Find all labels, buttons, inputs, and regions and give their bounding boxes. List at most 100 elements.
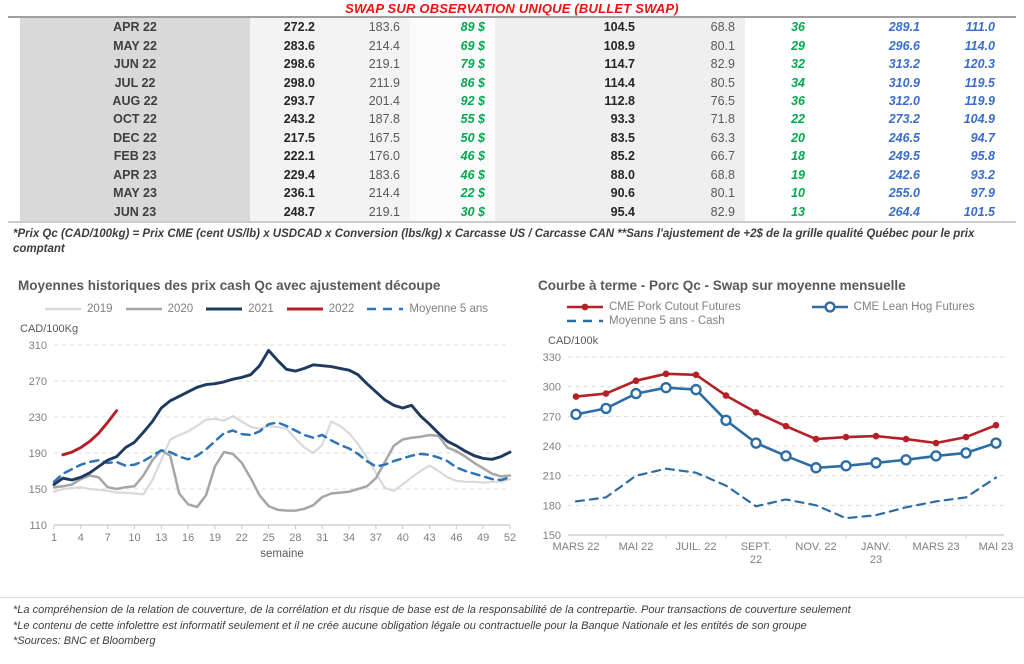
svg-text:330: 330 xyxy=(543,352,561,364)
value-cell: 255.0 xyxy=(888,186,920,201)
value-cell: 114.0 xyxy=(964,38,995,53)
weekly-line-chart: 110 150 190 230 270 310 1 4 7 10 13 16 19 22 25 28 31 34 3… xyxy=(29,340,516,560)
svg-text:NOV. 22: NOV. 22 xyxy=(795,541,836,553)
value-cell: 104.5 xyxy=(495,18,645,37)
value-cell: 82.9 xyxy=(645,202,745,221)
value-cell: 104.9 xyxy=(963,112,995,127)
svg-text:MAI 23: MAI 23 xyxy=(979,541,1014,553)
line-swatch xyxy=(125,307,162,311)
svg-text:10: 10 xyxy=(128,532,140,544)
value-cell: 82.9 xyxy=(645,54,745,74)
value-cell: 264.4 xyxy=(888,204,920,219)
svg-text:25: 25 xyxy=(262,532,274,544)
chart-forward-curve: Courbe à terme - Porc Qc - Swap sur moye… xyxy=(532,278,1020,586)
table-row: AUG 22 293.7 201.4 92 $112.8 76.5 36 312.0 119.… xyxy=(20,91,1005,111)
svg-text:150: 150 xyxy=(543,530,561,542)
value-cell: 94.7 xyxy=(970,130,995,145)
svg-text:19: 19 xyxy=(209,532,221,544)
table-row: OCT 22 243.2 187.8 55 $93.3 71.8 22 273.2 104.9 xyxy=(20,110,1005,129)
value-cell: 55 $ xyxy=(410,110,495,129)
svg-text:7: 7 xyxy=(105,532,111,544)
month-cell: JUN 23 xyxy=(20,202,250,221)
legend-label: CME Pork Cutout Futures xyxy=(609,301,741,313)
value-cell: 71.8 xyxy=(645,110,745,129)
month-cell: FEB 23 xyxy=(20,147,250,166)
table-row: JUN 23 248.7 219.1 30 $95.4 82.9 13 264.4 101.5 xyxy=(20,202,1005,221)
chart-title: Moyennes historiques des prix cash Qc av… xyxy=(18,278,441,293)
value-cell: 30 $ xyxy=(410,202,495,221)
line-swatch xyxy=(286,307,323,311)
svg-text:semaine: semaine xyxy=(260,548,303,560)
value-cell: 183.6 xyxy=(325,165,410,184)
footnote-hedging: *La compréhension de la relation de couv… xyxy=(13,604,851,616)
value-cell: 273.2 xyxy=(888,112,920,127)
line-swatch xyxy=(44,307,81,311)
chart-legend: 2019 2020 2021 2022 Moyenne 5 ans xyxy=(12,303,520,315)
value-cell: 10 xyxy=(791,186,805,201)
svg-text:49: 49 xyxy=(477,532,489,544)
svg-text:1: 1 xyxy=(51,532,57,544)
value-cell: 236.1 xyxy=(250,183,325,203)
dashed-line-swatch xyxy=(567,319,603,323)
svg-text:23: 23 xyxy=(870,554,882,566)
table-row: FEB 23 222.1 176.0 46 $85.2 66.7 18 249.5 95.8 xyxy=(20,147,1005,166)
y-axis-label: CAD/100k xyxy=(548,335,599,347)
value-cell: 312.0 xyxy=(888,93,920,108)
table-row: MAY 23 236.1 214.4 22 $90.6 80.1 10 255.0 97.9 xyxy=(20,183,1005,203)
value-cell: 222.1 xyxy=(250,147,325,166)
monthly-line-chart: 150 180 210 240 270 300 330 MARS 22 MAI 22 JUIL. … xyxy=(543,352,1014,566)
value-cell: 68.8 xyxy=(645,165,745,184)
month-cell: OCT 22 xyxy=(20,110,250,129)
svg-text:43: 43 xyxy=(423,532,435,544)
value-cell: 298.6 xyxy=(250,54,325,74)
svg-text:16: 16 xyxy=(182,532,194,544)
table-row: DEC 22 217.5 167.5 50 $83.5 63.3 20 246.5 94.7 xyxy=(20,128,1005,148)
value-cell: 95.8 xyxy=(970,149,995,164)
legend-label: CME Lean Hog Futures xyxy=(853,301,975,313)
value-cell: 68.8 xyxy=(645,18,745,37)
value-cell: 32 xyxy=(791,57,805,72)
table-row: MAY 22 283.6 214.4 69 $108.9 80.1 29 296.6 114.… xyxy=(20,36,1005,55)
value-cell: 13 xyxy=(791,204,805,219)
value-cell: 201.4 xyxy=(325,91,410,111)
month-cell: MAY 23 xyxy=(20,183,250,203)
value-cell: 111.0 xyxy=(965,20,995,35)
svg-text:MAI 22: MAI 22 xyxy=(619,541,654,553)
svg-text:240: 240 xyxy=(543,441,561,453)
value-cell: 119.5 xyxy=(964,75,995,90)
value-cell: 36 xyxy=(791,93,805,108)
svg-text:40: 40 xyxy=(397,532,409,544)
legend-item: 2022 xyxy=(286,303,354,315)
month-cell: JUN 22 xyxy=(20,54,250,74)
svg-text:310: 310 xyxy=(29,340,47,352)
svg-text:22: 22 xyxy=(750,554,762,566)
svg-text:300: 300 xyxy=(543,382,561,394)
legend-item: Moyenne 5 ans xyxy=(366,303,488,315)
value-cell: 112.8 xyxy=(495,91,645,111)
value-cell: 310.9 xyxy=(888,75,920,90)
value-cell: 246.5 xyxy=(888,130,920,145)
value-cell: 108.9 xyxy=(495,36,645,55)
svg-text:270: 270 xyxy=(29,376,47,388)
value-cell: 89 $ xyxy=(410,18,495,37)
value-cell: 167.5 xyxy=(325,128,410,148)
value-cell: 29 xyxy=(791,38,805,53)
value-cell: 214.4 xyxy=(325,36,410,55)
legend-item: CME Pork Cutout Futures xyxy=(566,301,741,313)
svg-text:230: 230 xyxy=(29,412,47,424)
value-cell: 248.7 xyxy=(250,202,325,221)
chart-legend: CME Pork Cutout Futures CME Lean Hog Futu… xyxy=(566,301,1020,327)
value-cell: 219.1 xyxy=(325,202,410,221)
svg-text:52: 52 xyxy=(504,532,516,544)
swap-table: APR 22 272.2 183.6 89 $104.5 68.8 36 289.1 111.… xyxy=(20,18,1005,221)
svg-text:37: 37 xyxy=(370,532,382,544)
footnote-legal: *Le contenu de cette infolettre est info… xyxy=(13,619,807,632)
value-cell: 272.2 xyxy=(250,18,325,37)
page-footnotes: *La compréhension de la relation de couv… xyxy=(0,597,1024,650)
svg-text:180: 180 xyxy=(543,500,561,512)
legend-label: Moyenne 5 ans - Cash xyxy=(609,315,725,327)
value-cell: 50 $ xyxy=(410,128,495,148)
value-cell: 217.5 xyxy=(250,128,325,148)
table-row: APR 22 272.2 183.6 89 $104.5 68.8 36 289.1 111.… xyxy=(20,18,1005,37)
value-cell: 80.1 xyxy=(645,36,745,55)
